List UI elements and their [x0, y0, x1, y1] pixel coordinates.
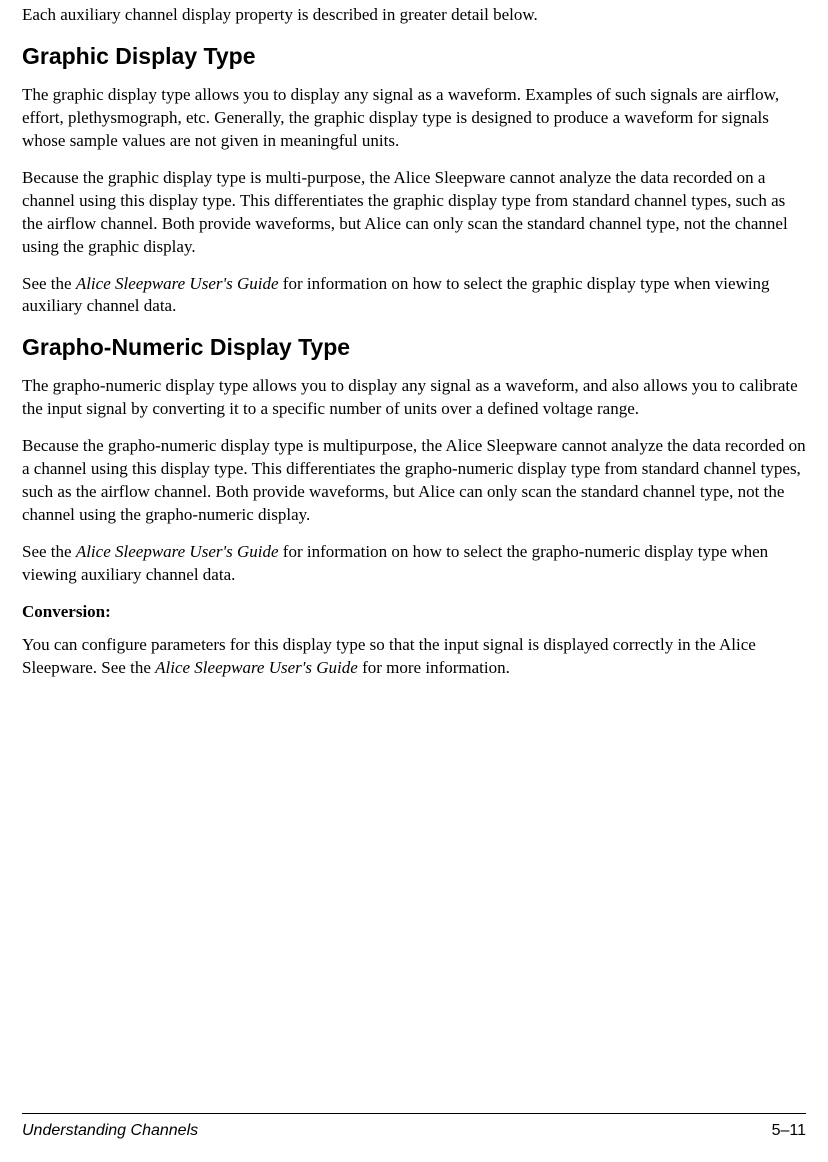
page-number: 5–11 [772, 1120, 806, 1142]
body-paragraph: Because the grapho-numeric display type … [22, 435, 806, 527]
body-paragraph: Because the graphic display type is mult… [22, 167, 806, 259]
heading-grapho-numeric-display-type: Grapho-Numeric Display Type [22, 332, 806, 363]
page-footer: Understanding Channels 5–11 [22, 1113, 806, 1142]
body-paragraph: See the Alice Sleepware User's Guide for… [22, 541, 806, 587]
body-paragraph: See the Alice Sleepware User's Guide for… [22, 273, 806, 319]
footer-section-title: Understanding Channels [22, 1120, 198, 1142]
body-paragraph: The graphic display type allows you to d… [22, 84, 806, 153]
subheading-conversion: Conversion: [22, 601, 806, 624]
reference-guide-title: Alice Sleepware User's Guide [76, 542, 279, 561]
body-paragraph: You can configure parameters for this di… [22, 634, 806, 680]
page-content: Each auxiliary channel display property … [22, 0, 806, 680]
reference-guide-title: Alice Sleepware User's Guide [155, 658, 358, 677]
heading-graphic-display-type: Graphic Display Type [22, 41, 806, 72]
body-paragraph: The grapho-numeric display type allows y… [22, 375, 806, 421]
reference-guide-title: Alice Sleepware User's Guide [76, 274, 279, 293]
intro-paragraph: Each auxiliary channel display property … [22, 4, 806, 27]
